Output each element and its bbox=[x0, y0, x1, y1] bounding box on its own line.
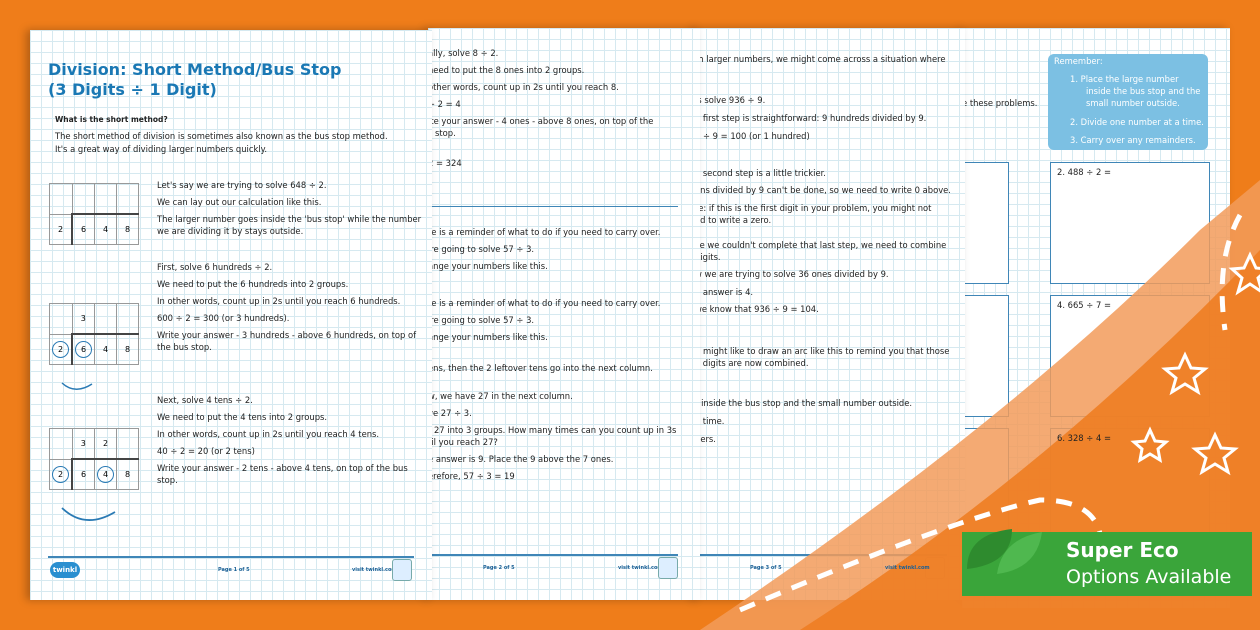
text-line: a time. bbox=[695, 416, 725, 426]
text-line: Write your answer - 2 tens - above 4 ten… bbox=[157, 463, 408, 473]
text-line: th larger numbers, we might come across … bbox=[695, 54, 946, 64]
text-line: t 27 into 3 groups. How many times can y… bbox=[428, 425, 677, 435]
page-number: Page 2 of 5 bbox=[483, 565, 515, 571]
text-line: 're going to solve 57 ÷ 3. bbox=[428, 315, 535, 325]
text-line: w, we have 27 in the next column. bbox=[428, 391, 573, 401]
text-line: ce we couldn't complete that last step, … bbox=[695, 240, 947, 250]
text-line: In other words, count up in 2s until you… bbox=[157, 429, 380, 439]
worksheet-page-2: ally, solve 8 ÷ 2. need to put the 8 ones… bbox=[428, 28, 700, 600]
text-line: w we are trying to solve 36 ones divided… bbox=[695, 269, 889, 279]
text-line: we know that 936 ÷ 9 = 104. bbox=[695, 304, 819, 314]
footer-url: visit twinkl.com bbox=[352, 567, 397, 573]
answer-box[interactable] bbox=[962, 295, 1009, 417]
text-line: digits. bbox=[695, 252, 721, 262]
text-line: ÷ 2 = 4 bbox=[428, 99, 461, 109]
text-line: We can lay out our calculation like this… bbox=[157, 197, 322, 207]
text-line: ens divided by 9 can't be done, so we ne… bbox=[695, 185, 951, 195]
page-number: Page 3 of 5 bbox=[750, 565, 782, 571]
text-line: ed to write a zero. bbox=[695, 215, 772, 225]
text-line: til you reach 27? bbox=[428, 437, 498, 447]
footer-url: visit twinkl.com bbox=[618, 565, 663, 571]
text-line: r inside the bus stop and the small numb… bbox=[695, 398, 913, 408]
answer-box[interactable] bbox=[962, 162, 1009, 284]
text-line: 40 ÷ 2 = 20 (or 2 tens) bbox=[157, 446, 255, 456]
text-line: The larger number goes inside the 'bus s… bbox=[157, 214, 422, 224]
footer-line bbox=[428, 554, 678, 556]
text-line: ally, solve 8 ÷ 2. bbox=[428, 48, 499, 58]
text-line: 're going to solve 57 ÷ 3. bbox=[428, 244, 535, 254]
problem-label: 4. 665 ÷ 7 = bbox=[1057, 300, 1111, 310]
text-line: the bus stop. bbox=[157, 342, 212, 352]
section-heading: What is the short method? bbox=[55, 115, 168, 124]
eco-banner: Super Eco Options Available bbox=[962, 529, 1252, 596]
instruction-text: e these problems. bbox=[962, 98, 1038, 108]
text-line: other words, count up in 2s until you re… bbox=[428, 82, 619, 92]
problem-label: 6. 328 ÷ 4 = bbox=[1057, 433, 1111, 443]
text-line: ens, then the 2 leftover tens go into th… bbox=[428, 363, 653, 373]
page-title: Division: Short Method/Bus Stop (3 Digits… bbox=[48, 60, 342, 99]
remember-item: 1. Place the large number bbox=[1070, 74, 1179, 84]
text-line: ange your numbers like this. bbox=[428, 332, 548, 342]
remember-item: small number outside. bbox=[1086, 98, 1180, 108]
text-line: re is a reminder of what to do if you ne… bbox=[428, 227, 661, 237]
text-line: e answer is 4. bbox=[695, 287, 754, 297]
text-line: ve 27 ÷ 3. bbox=[428, 408, 472, 418]
footer-url: visit twinkl.com bbox=[885, 565, 930, 571]
text-line: ite your answer - 4 ones - above 8 ones,… bbox=[428, 116, 654, 126]
divider bbox=[428, 206, 678, 207]
banner-subtitle: Options Available bbox=[1066, 566, 1232, 588]
text-line: We need to put the 6 hundreds into 2 gro… bbox=[157, 279, 349, 289]
star-icon bbox=[1130, 251, 1260, 476]
page-number: Page 1 of 5 bbox=[218, 567, 250, 573]
text-line: 600 ÷ 2 = 300 (or 3 hundreds). bbox=[157, 313, 290, 323]
text-line: s stop. bbox=[428, 128, 456, 138]
text-line: e first step is straightforward: 9 hundr… bbox=[695, 113, 927, 123]
remember-item: 2. Divide one number at a time. bbox=[1070, 117, 1204, 127]
text-line: 0 ÷ 9 = 100 (or 1 hundred) bbox=[695, 131, 810, 141]
remember-item: 3. Carry over any remainders. bbox=[1070, 135, 1196, 145]
footer-line bbox=[48, 556, 414, 558]
banner-title: Super Eco bbox=[1066, 538, 1179, 562]
text-line: erefore, 57 ÷ 3 = 19 bbox=[428, 471, 515, 481]
text-line: Write your answer - 3 hundreds - above 6… bbox=[157, 330, 417, 340]
text-line: In other words, count up in 2s until you… bbox=[157, 296, 401, 306]
text-line: Next, solve 4 tens ÷ 2. bbox=[157, 395, 253, 405]
problem-label: 2. 488 ÷ 2 = bbox=[1057, 167, 1111, 177]
intro-text: The short method of division is sometime… bbox=[55, 131, 388, 141]
text-line: We need to put the 4 tens into 2 groups. bbox=[157, 412, 328, 422]
remember-title: Remember: bbox=[1054, 56, 1103, 66]
twinkl-logo: twinkl bbox=[50, 562, 80, 578]
remember-item: inside the bus stop and the bbox=[1086, 86, 1201, 96]
text-line: re is a reminder of what to do if you ne… bbox=[428, 298, 661, 308]
text-line: u might like to draw an arc like this to… bbox=[695, 346, 950, 356]
text-line: e second step is a little trickier. bbox=[695, 168, 826, 178]
text-line: te: if this is the first digit in your p… bbox=[695, 203, 932, 213]
text-line: First, solve 6 hundreds ÷ 2. bbox=[157, 262, 273, 272]
text-line: need to put the 8 ones into 2 groups. bbox=[428, 65, 585, 75]
text-line: ange your numbers like this. bbox=[428, 261, 548, 271]
arc-arrows bbox=[61, 382, 116, 521]
text-line: Let's say we are trying to solve 648 ÷ 2… bbox=[157, 180, 327, 190]
leaf-icon bbox=[967, 529, 1042, 574]
text-line: we are dividing it by stays outside. bbox=[157, 226, 304, 236]
award-badge-icon bbox=[392, 559, 412, 581]
text-line: ders. bbox=[695, 434, 716, 444]
text-line: e answer is 9. Place the 9 above the 7 o… bbox=[428, 454, 614, 464]
text-line: 's solve 936 ÷ 9. bbox=[695, 95, 766, 105]
text-line: stop. bbox=[157, 475, 178, 485]
intro-text: It's a great way of dividing larger numb… bbox=[55, 144, 268, 154]
worksheet-page-1: Division: Short Method/Bus Stop (3 Digits… bbox=[30, 30, 432, 600]
remember-box: Remember: 1. Place the large number insi… bbox=[1048, 54, 1208, 150]
text-line: o digits are now combined. bbox=[695, 358, 809, 368]
award-badge-icon bbox=[658, 557, 678, 579]
text-line: 2 = 324 bbox=[428, 158, 462, 168]
